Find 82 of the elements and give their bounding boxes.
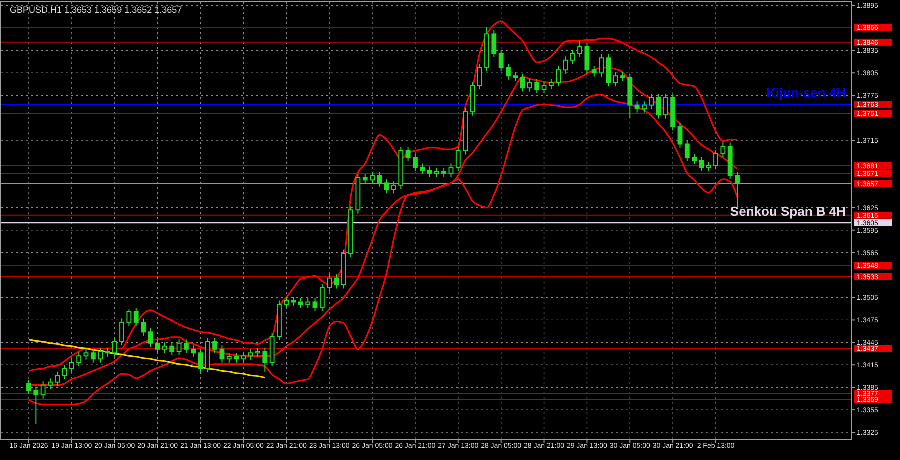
- candlestick: [184, 339, 189, 354]
- candlestick: [714, 150, 718, 170]
- candlestick: [327, 274, 332, 292]
- candlestick: [176, 339, 182, 356]
- candlestick: [248, 348, 254, 360]
- candlestick: [642, 101, 647, 114]
- candlestick: [26, 380, 32, 395]
- candlestick: [649, 94, 654, 110]
- candlestick: [377, 171, 382, 188]
- candlestick: [220, 345, 225, 364]
- candlestick: [370, 171, 375, 184]
- candlestick: [362, 174, 368, 184]
- candlestick: [663, 94, 668, 120]
- candlestick: [392, 181, 396, 194]
- candlestick: [699, 156, 704, 172]
- candlestick: [534, 78, 540, 94]
- candlestick: [634, 101, 640, 114]
- candlestick: [170, 342, 175, 356]
- candlestick: [162, 342, 168, 354]
- candlestick: [613, 72, 618, 88]
- candlestick: [191, 345, 196, 358]
- candlestick: [334, 274, 340, 290]
- candlestick: [306, 298, 311, 309]
- candlestick: [141, 318, 146, 336]
- candlestick: [148, 328, 154, 348]
- candlestick: [578, 40, 583, 58]
- candlestick: [520, 73, 526, 92]
- candlestick: [527, 78, 532, 92]
- candlestick: [384, 178, 390, 194]
- candlestick: [542, 82, 547, 94]
- candlestick: [406, 146, 411, 162]
- candlestick: [684, 140, 690, 162]
- candlestick: [126, 309, 132, 327]
- annotation: Senkou Span B 4H: [730, 204, 846, 219]
- candlestick: [592, 66, 597, 78]
- candlestick: [420, 163, 426, 175]
- candlestick: [62, 364, 68, 380]
- candlestick: [320, 284, 325, 312]
- candlestick: [506, 64, 511, 80]
- candlestick: [498, 49, 504, 72]
- candlestick: [90, 348, 96, 364]
- candlestick: [84, 348, 89, 360]
- line-series: [28, 338, 266, 379]
- candlestick: [34, 386, 39, 425]
- candlestick: [76, 352, 82, 368]
- candlestick: [477, 64, 482, 90]
- candlestick: [55, 371, 60, 387]
- candlestick: [98, 347, 104, 364]
- candlestick: [40, 381, 46, 400]
- candlestick: [448, 163, 454, 178]
- candlestick: [212, 338, 218, 354]
- candlestick: [678, 122, 683, 148]
- chart-title: GBPUSD,H1 1.3653 1.3659 1.3652 1.3657: [10, 5, 182, 15]
- candlestick: [262, 347, 268, 372]
- candlestick: [556, 66, 562, 88]
- candlestick: [234, 352, 240, 364]
- candlestick: [298, 298, 304, 309]
- candlestick: [570, 49, 576, 65]
- candlestick: [48, 378, 53, 390]
- candlestick: [226, 352, 232, 364]
- candlestick: [312, 298, 318, 312]
- candlestick: [735, 171, 740, 208]
- candlestick: [692, 153, 698, 165]
- candlestick: [656, 94, 662, 120]
- annotation: Kijun-sen 4H: [766, 86, 846, 101]
- candlestick: [720, 142, 726, 158]
- candlestick: [412, 153, 418, 172]
- candlestick: [548, 78, 554, 90]
- candlestick: [284, 296, 290, 309]
- candlestick: [112, 338, 118, 358]
- candlestick: [563, 56, 568, 74]
- candlestick: [120, 318, 125, 346]
- candlestick: [492, 30, 497, 58]
- candlestick: [155, 339, 160, 354]
- candlestick: [69, 358, 74, 374]
- candlestick: [241, 352, 246, 364]
- candlestick: [599, 54, 604, 78]
- candlestick: [427, 166, 432, 178]
- candlestick: [134, 308, 139, 327]
- candlestick: [198, 348, 204, 374]
- candlestick: [456, 146, 461, 172]
- candlestick: [584, 42, 590, 74]
